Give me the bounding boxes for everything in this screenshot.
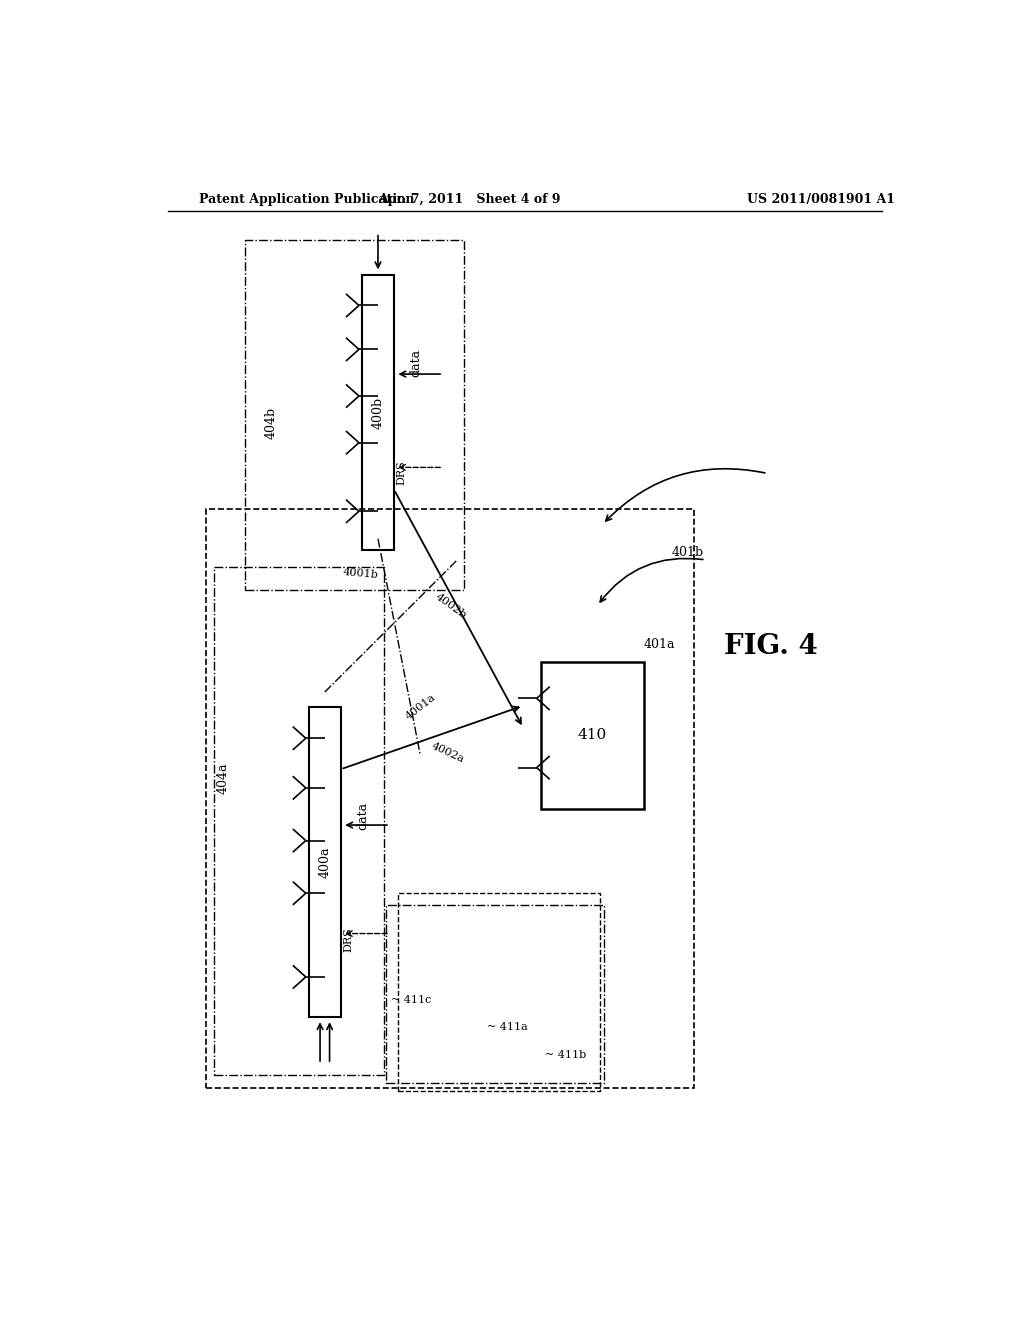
Bar <box>214 568 384 1076</box>
Text: Apr. 7, 2011   Sheet 4 of 9: Apr. 7, 2011 Sheet 4 of 9 <box>378 193 560 206</box>
Text: 400a: 400a <box>318 846 332 878</box>
Bar <box>362 276 394 549</box>
Text: 401b: 401b <box>672 546 703 560</box>
Text: US 2011/0081901 A1: US 2011/0081901 A1 <box>748 193 895 206</box>
Text: ~ 411b: ~ 411b <box>545 1049 586 1060</box>
Text: Patent Application Publication: Patent Application Publication <box>200 193 415 206</box>
Bar <box>397 894 600 1092</box>
Text: 404b: 404b <box>264 407 278 438</box>
Text: 4001b: 4001b <box>342 566 379 579</box>
Text: FIG. 4: FIG. 4 <box>724 632 818 660</box>
Bar <box>541 661 644 809</box>
Bar <box>246 240 464 590</box>
Text: 404a: 404a <box>217 763 229 795</box>
Text: DRS: DRS <box>396 461 407 486</box>
Text: 410: 410 <box>578 729 607 742</box>
Text: ~ 411c: ~ 411c <box>391 995 432 1005</box>
Text: 4002b: 4002b <box>433 591 468 620</box>
Bar <box>309 708 341 1018</box>
Text: data: data <box>356 801 370 830</box>
Text: ~ 411a: ~ 411a <box>486 1023 527 1032</box>
Bar <box>386 906 604 1084</box>
Bar <box>206 510 694 1089</box>
Text: data: data <box>410 348 423 378</box>
Text: DRS: DRS <box>343 928 353 952</box>
Text: 400b: 400b <box>372 396 384 429</box>
Text: 4001a: 4001a <box>404 693 438 722</box>
Text: 4002a: 4002a <box>430 741 466 766</box>
Text: 401a: 401a <box>644 638 676 651</box>
